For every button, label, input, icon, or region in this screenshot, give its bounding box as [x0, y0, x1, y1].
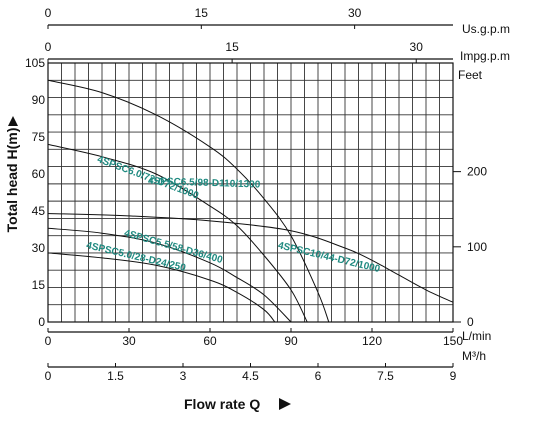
x-tick-label: 4.5	[242, 369, 259, 383]
y-axis-arrow-icon	[8, 116, 18, 126]
series-label: 4SPSC6.5/98-D110/1300	[148, 176, 261, 191]
x-tick-label: 0	[45, 369, 52, 383]
right-axis-unit: Feet	[458, 68, 483, 82]
x-tick-label: 30	[122, 334, 136, 348]
top-tick-label: 0	[45, 6, 52, 20]
top-tick-label: 30	[410, 40, 424, 54]
x-tick-label: 0	[45, 334, 52, 348]
x-tick-label: 90	[284, 334, 298, 348]
series-curve	[47, 213, 454, 303]
series-curve	[47, 227, 292, 323]
y-axis-title: Total head H(m)	[4, 128, 20, 233]
y-tick-label: 15	[32, 278, 46, 292]
y-tick-label: 90	[32, 93, 46, 107]
y-tick-label: 45	[32, 204, 46, 218]
impgpm-unit-label: Impg.p.m	[460, 49, 510, 63]
x-tick-label: 6	[315, 369, 322, 383]
y-tick-label: 0	[38, 315, 45, 329]
usgpm-unit-label: Us.g.p.m	[462, 22, 510, 36]
top-tick-label: 15	[195, 6, 209, 20]
series-curve	[47, 252, 276, 323]
x-tick-label: 60	[203, 334, 217, 348]
top-tick-label: 15	[225, 40, 239, 54]
x-axis-title: Flow rate Q	[184, 396, 260, 412]
x-tick-label: 1.5	[107, 369, 124, 383]
right-tick-label: 200	[467, 165, 487, 179]
lmin-unit-label: L/min	[462, 329, 491, 343]
series-labels: 4SPSC6.5/98-D110/13004SPSC6.0/72-D72/100…	[85, 154, 381, 275]
x-tick-label: 120	[362, 334, 382, 348]
x-tick-label: 150	[443, 334, 463, 348]
x-axis-arrow-icon	[279, 398, 291, 410]
series-curve	[47, 143, 308, 323]
y-tick-label: 75	[32, 130, 46, 144]
x-tick-label: 3	[180, 369, 187, 383]
m3h-unit-label: M³/h	[462, 349, 486, 363]
right-tick-label: 100	[467, 240, 487, 254]
y-tick-label: 30	[32, 241, 46, 255]
top-tick-label: 0	[45, 40, 52, 54]
series-curve	[47, 79, 330, 323]
x-tick-label: 9	[450, 369, 457, 383]
grid	[48, 63, 453, 322]
right-tick-label: 0	[467, 315, 474, 329]
top-tick-label: 30	[348, 6, 362, 20]
x-tick-label: 7.5	[377, 369, 394, 383]
plot-frame	[47, 62, 454, 323]
series-curves	[47, 79, 454, 323]
y-tick-label: 60	[32, 167, 46, 181]
y-tick-label: 105	[25, 56, 45, 70]
